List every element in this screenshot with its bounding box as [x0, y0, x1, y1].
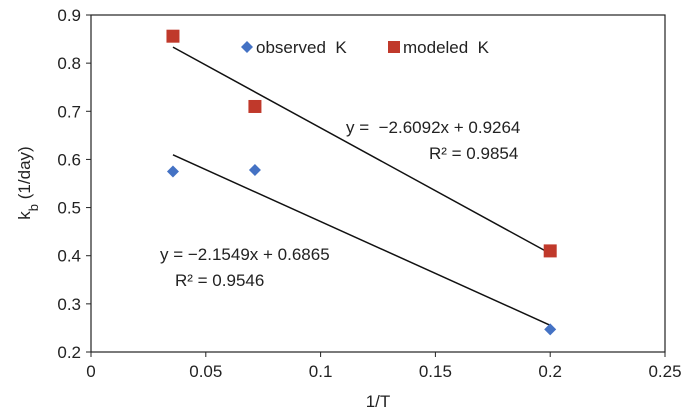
modeled-trend-r2: R² = 0.9854: [429, 144, 518, 163]
ticks-layer: 0 0.05 0.1 0.15 0.2 0.25 0.2 0.3 0.4 0.5 0.6 0.7 0.8…: [57, 6, 681, 381]
x-tick-label: 0.15: [419, 362, 452, 381]
observed-point: [248, 164, 261, 177]
x-tick-label: 0.25: [648, 362, 681, 381]
modeled-trend-equation: y = −2.6092x + 0.9264: [346, 118, 520, 137]
y-tick-label: 0.8: [57, 54, 81, 73]
y-tick-label: 0.9: [57, 6, 81, 25]
points-layer: [166, 29, 557, 336]
trendlines-layer: [172, 46, 551, 326]
legend-label-modeled: modeled K: [403, 38, 490, 57]
y-tick-label: 0.5: [57, 199, 81, 218]
observed-trend-r2: R² = 0.9546: [175, 271, 264, 290]
x-tick-label: 0: [86, 362, 95, 381]
observed-point: [544, 323, 557, 336]
modeled-point: [543, 244, 557, 258]
legend-item-observed: observed K: [241, 38, 347, 57]
modeled-trendline: [172, 46, 551, 255]
y-tick-label: 0.2: [57, 343, 81, 362]
x-tick-label: 0.1: [309, 362, 333, 381]
legend-label-observed: observed K: [256, 38, 347, 57]
legend-square-marker: [388, 41, 400, 53]
y-axis-label-unit: (1/day): [15, 146, 34, 204]
modeled-point: [166, 29, 180, 43]
observed-trendline: [172, 154, 551, 326]
modeled-point: [248, 99, 262, 113]
observed-trend-equation: y = −2.1549x + 0.6865: [160, 245, 330, 264]
x-tick-label: 0.2: [538, 362, 562, 381]
y-tick-label: 0.7: [57, 102, 81, 121]
plot-area: [90, 14, 666, 353]
legend: observed K modeled K: [241, 38, 490, 57]
legend-diamond-marker: [241, 41, 253, 53]
y-axis-label-main: k: [15, 211, 34, 220]
legend-item-modeled: modeled K: [388, 38, 490, 57]
x-tick-label: 0.05: [189, 362, 222, 381]
x-axis-label: 1/T: [366, 392, 391, 411]
y-tick-label: 0.3: [57, 295, 81, 314]
y-axis-label-sub: b: [26, 204, 41, 211]
y-tick-label: 0.6: [57, 150, 81, 169]
y-axis-label: kb (1/day): [15, 146, 41, 219]
observed-point: [166, 165, 179, 178]
y-tick-label: 0.4: [57, 247, 81, 266]
